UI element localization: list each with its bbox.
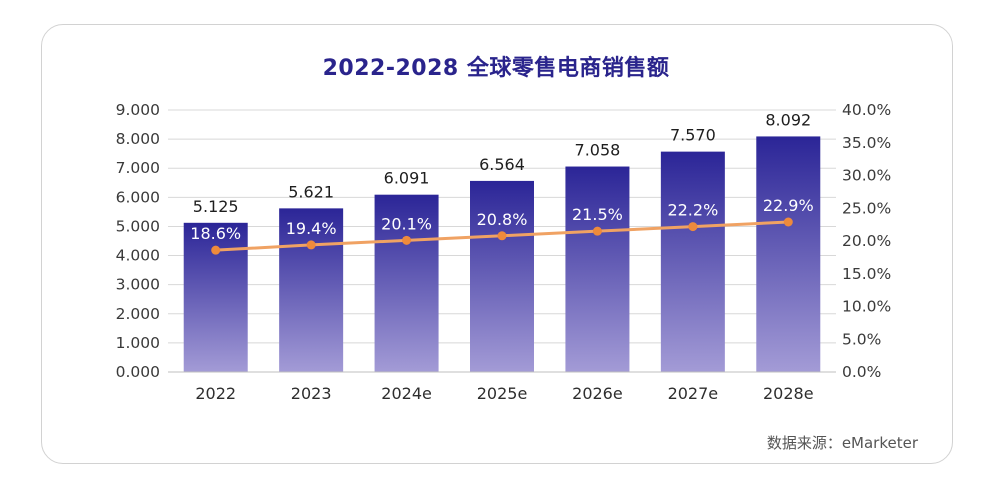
bar-value-label: 5.621 bbox=[288, 182, 334, 201]
y2-tick-label: 5.0% bbox=[842, 330, 881, 348]
y-tick-label: 5.000 bbox=[116, 217, 160, 235]
bar bbox=[660, 151, 725, 372]
bar-value-label: 6.564 bbox=[479, 155, 525, 174]
percent-value-label: 20.1% bbox=[381, 214, 432, 233]
percent-point bbox=[783, 217, 793, 227]
bar bbox=[279, 208, 344, 372]
y-tick-label: 8.000 bbox=[116, 130, 160, 148]
y-tick-label: 0.000 bbox=[116, 363, 160, 381]
y-tick-label: 7.000 bbox=[116, 159, 160, 177]
percent-point bbox=[211, 245, 221, 255]
percent-point bbox=[402, 235, 412, 245]
bar bbox=[756, 136, 821, 372]
y2-tick-label: 10.0% bbox=[842, 298, 891, 316]
chart-title: 2022-2028 全球零售电商销售额 bbox=[322, 56, 670, 81]
percent-point bbox=[592, 226, 602, 236]
y-tick-label: 1.000 bbox=[116, 334, 160, 352]
data-source: 数据来源：eMarketer bbox=[766, 434, 918, 452]
x-tick-label: 2027e bbox=[668, 384, 719, 403]
x-tick-label: 2026e bbox=[572, 384, 623, 403]
percent-value-label: 19.4% bbox=[286, 219, 337, 238]
x-tick-label: 2024e bbox=[381, 384, 432, 403]
y2-tick-label: 0.0% bbox=[842, 363, 881, 381]
y-tick-label: 2.000 bbox=[116, 305, 160, 323]
y-tick-label: 3.000 bbox=[116, 276, 160, 294]
y2-tick-label: 40.0% bbox=[842, 101, 891, 119]
percent-value-label: 22.9% bbox=[763, 196, 814, 215]
bar-value-label: 5.125 bbox=[193, 197, 239, 216]
percent-value-label: 21.5% bbox=[572, 205, 623, 224]
percent-point bbox=[497, 231, 507, 241]
bar bbox=[374, 194, 439, 372]
percent-value-label: 22.2% bbox=[667, 201, 718, 220]
y2-tick-label: 30.0% bbox=[842, 167, 891, 185]
percent-value-label: 20.8% bbox=[477, 210, 528, 229]
x-tick-label: 2022 bbox=[195, 384, 236, 403]
percent-value-label: 18.6% bbox=[190, 224, 241, 243]
y-tick-label: 6.000 bbox=[116, 188, 160, 206]
x-tick-label: 2028e bbox=[763, 384, 814, 403]
y2-tick-label: 20.0% bbox=[842, 232, 891, 250]
y-tick-label: 4.000 bbox=[116, 247, 160, 265]
bar-value-label: 7.058 bbox=[575, 141, 621, 160]
percent-point bbox=[688, 222, 698, 232]
x-tick-label: 2025e bbox=[477, 384, 528, 403]
percent-point bbox=[306, 240, 316, 250]
bar-value-label: 8.092 bbox=[765, 110, 811, 129]
x-tick-label: 2023 bbox=[291, 384, 332, 403]
bar bbox=[565, 166, 630, 372]
bar bbox=[183, 222, 248, 372]
y2-tick-label: 25.0% bbox=[842, 199, 891, 217]
y2-tick-label: 35.0% bbox=[842, 134, 891, 152]
y2-tick-label: 15.0% bbox=[842, 265, 891, 283]
y-tick-label: 9.000 bbox=[116, 101, 160, 119]
bar-value-label: 6.091 bbox=[384, 169, 430, 188]
bar bbox=[470, 180, 534, 372]
bar-value-label: 7.570 bbox=[670, 126, 716, 145]
